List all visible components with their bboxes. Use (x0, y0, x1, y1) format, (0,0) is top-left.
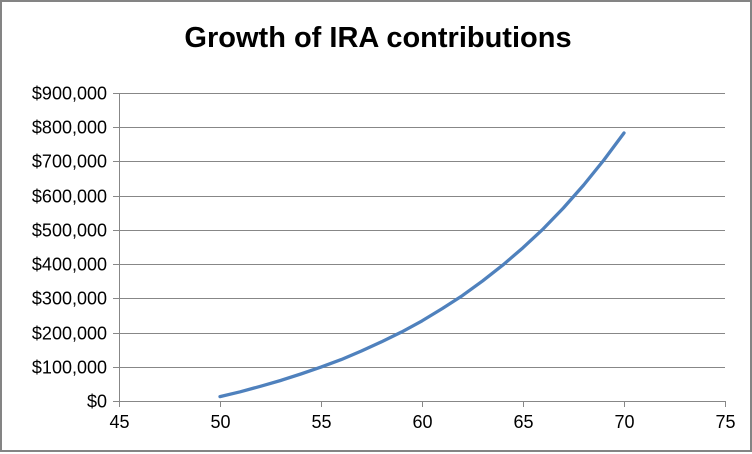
x-axis-tick-label: 55 (311, 412, 331, 432)
y-axis-tick-label: $100,000 (32, 358, 107, 378)
y-axis-tick-label: $400,000 (32, 255, 107, 275)
chart-title: Growth of IRA contributions (184, 22, 572, 54)
x-axis-tick-label: 70 (614, 412, 634, 432)
y-axis-tick-label: $200,000 (32, 324, 107, 344)
x-axis-tick-label: 65 (513, 412, 533, 432)
y-axis-tick-label: $600,000 (32, 187, 107, 207)
x-axis-tick-label: 50 (210, 412, 230, 432)
y-axis-tick-label: $700,000 (32, 152, 107, 172)
x-axis-tick-label: 60 (412, 412, 432, 432)
y-axis-tick-label: $500,000 (32, 221, 107, 241)
y-axis-tick-label: $900,000 (32, 84, 107, 104)
x-axis-tick-label: 45 (109, 412, 129, 432)
y-axis-tick-label: $0 (87, 392, 107, 412)
y-axis-tick-label: $800,000 (32, 118, 107, 138)
x-axis-tick-label: 75 (715, 412, 735, 432)
y-axis-tick-label: $300,000 (32, 289, 107, 309)
data-series-line (218, 131, 626, 399)
